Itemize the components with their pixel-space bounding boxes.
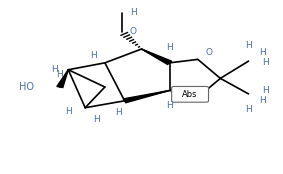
Text: H: H bbox=[259, 48, 266, 57]
Text: H: H bbox=[56, 70, 63, 79]
Text: HO: HO bbox=[19, 82, 34, 92]
Text: H: H bbox=[115, 108, 122, 117]
Text: H: H bbox=[51, 65, 57, 74]
Text: H: H bbox=[93, 115, 100, 124]
Text: H: H bbox=[262, 58, 269, 67]
Text: H: H bbox=[130, 8, 136, 17]
Text: H: H bbox=[90, 52, 97, 60]
Text: O: O bbox=[205, 48, 213, 57]
Text: H: H bbox=[166, 43, 173, 52]
FancyBboxPatch shape bbox=[171, 86, 209, 102]
Text: H: H bbox=[65, 107, 72, 116]
Text: O: O bbox=[130, 27, 137, 36]
Text: H: H bbox=[245, 105, 252, 114]
Polygon shape bbox=[142, 49, 172, 64]
Polygon shape bbox=[57, 70, 68, 88]
Text: H: H bbox=[262, 86, 269, 95]
Text: H: H bbox=[259, 96, 266, 105]
Text: H: H bbox=[245, 41, 252, 50]
Text: H: H bbox=[166, 101, 173, 110]
Text: Abs: Abs bbox=[182, 90, 198, 99]
Polygon shape bbox=[123, 90, 170, 103]
